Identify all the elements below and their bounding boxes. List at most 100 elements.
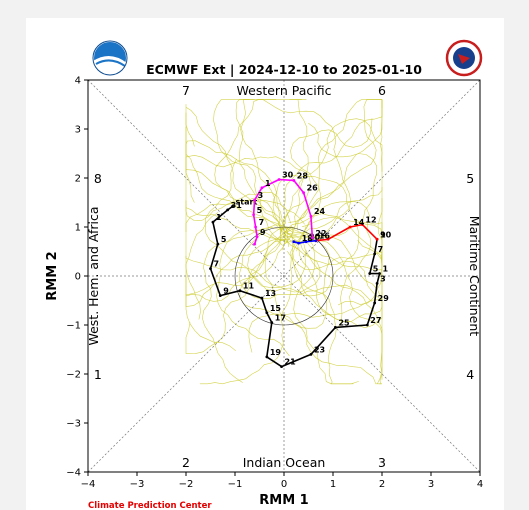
track-point-label: 25 [338, 318, 350, 327]
x-tick-label: 4 [477, 479, 483, 490]
y-tick-label: −2 [66, 370, 81, 381]
track-point [365, 323, 369, 327]
ensemble-member-line [213, 99, 288, 242]
noaa-logo [92, 40, 128, 80]
y-tick-label: 2 [75, 174, 81, 185]
ensemble-member-line [291, 227, 383, 306]
track-point [218, 294, 222, 297]
track-point-label: 26 [307, 184, 319, 193]
ensemble-member-line [199, 232, 305, 385]
phase-number: 2 [182, 455, 190, 470]
x-tick-label: 3 [428, 479, 434, 490]
track-point [334, 326, 337, 329]
track-point-label: 23 [314, 345, 325, 354]
ensemble-member-line [185, 199, 292, 320]
track-point-label: 30 [282, 170, 294, 179]
ensemble-member-line [247, 217, 360, 297]
credit-text: Climate Prediction Center [88, 501, 212, 510]
track-point [211, 220, 215, 224]
ensemble-member-line [305, 187, 383, 272]
track-point [348, 225, 352, 229]
ensemble-member-line [185, 239, 286, 352]
track-point [260, 296, 264, 300]
ensemble-member-line [204, 158, 307, 289]
y-tick-label: −1 [66, 321, 81, 332]
ensemble-member-line [264, 236, 359, 385]
x-tick-label: −4 [81, 479, 96, 490]
track-point [302, 191, 305, 195]
track-point-label: 19 [270, 348, 282, 357]
ensemble-member-line [284, 122, 377, 244]
track-point [216, 242, 220, 246]
track-point-label: 9 [223, 287, 229, 296]
track-point-label: 27 [370, 316, 381, 325]
track-point-label: 7 [259, 218, 265, 227]
track-point [309, 353, 313, 356]
track-point [375, 281, 379, 285]
track-point-label: 1 [216, 213, 222, 222]
track-point [252, 213, 256, 217]
track-point-label: 15 [270, 304, 282, 313]
track-point-label: 21 [285, 358, 297, 367]
track-point [373, 301, 377, 305]
ensemble-member-line [293, 231, 382, 385]
track-point-label: 9 [380, 230, 386, 239]
x-tick-label: 1 [330, 479, 336, 490]
x-axis-label: RMM 1 [259, 493, 308, 508]
track-point [297, 241, 301, 245]
track-point-label: 29 [378, 294, 390, 303]
track-point-label: 22 [315, 229, 326, 238]
region-label-top: Western Pacific [237, 83, 332, 98]
track-point-label: 13 [265, 289, 276, 298]
track-point [265, 311, 269, 315]
track-point [292, 179, 296, 182]
ensemble-member-line [281, 200, 372, 329]
x-tick-label: −2 [179, 479, 194, 490]
track-point [270, 321, 274, 324]
track-point [361, 223, 364, 226]
ensemble-member-line [185, 154, 312, 251]
track-point [375, 237, 379, 241]
region-label-bottom: Indian Ocean [243, 455, 326, 470]
track-point [231, 205, 234, 208]
phase-number: 3 [378, 455, 386, 470]
nws-logo [445, 39, 483, 77]
track-point [254, 225, 257, 229]
track-point-label: 3 [258, 191, 264, 200]
ensemble-member-line [287, 99, 382, 233]
track-point-label: 5 [257, 206, 263, 215]
y-tick-label: −3 [66, 419, 81, 430]
phase-number: 4 [466, 367, 474, 382]
track-point-label: 1 [383, 265, 389, 274]
y-axis-label: RMM 2 [45, 251, 60, 300]
track-point [280, 365, 283, 369]
ensemble-member-line [216, 226, 302, 357]
ensemble-member-line [283, 118, 373, 238]
track-point-label: 18 [302, 234, 314, 243]
x-tick-label: −1 [228, 479, 243, 490]
x-tick-label: −3 [130, 479, 145, 490]
track-point-label: 5 [221, 235, 227, 244]
track-point-label: 9 [260, 228, 266, 237]
track-point [314, 239, 318, 243]
ensemble-member-line [185, 224, 321, 293]
track-point-label: 7 [378, 245, 384, 254]
y-tick-label: −4 [66, 468, 81, 479]
ensemble-member-line [185, 126, 297, 237]
phase-number: 5 [466, 171, 474, 186]
track-point [326, 237, 330, 241]
ensemble-plume [185, 99, 383, 385]
track-point-label: start [236, 197, 258, 206]
track-point-label: 3 [380, 274, 386, 283]
region-label-left: West. Hem. and Africa [86, 206, 101, 345]
track-point-label: 10 [380, 230, 392, 239]
track-point [265, 355, 269, 359]
track-point [255, 235, 259, 239]
y-tick-label: 4 [75, 76, 81, 87]
ensemble-member-line [287, 240, 383, 329]
track-point [378, 272, 381, 275]
region-label-right: Maritime Continent [467, 216, 482, 336]
ensemble-member-line [185, 157, 305, 225]
